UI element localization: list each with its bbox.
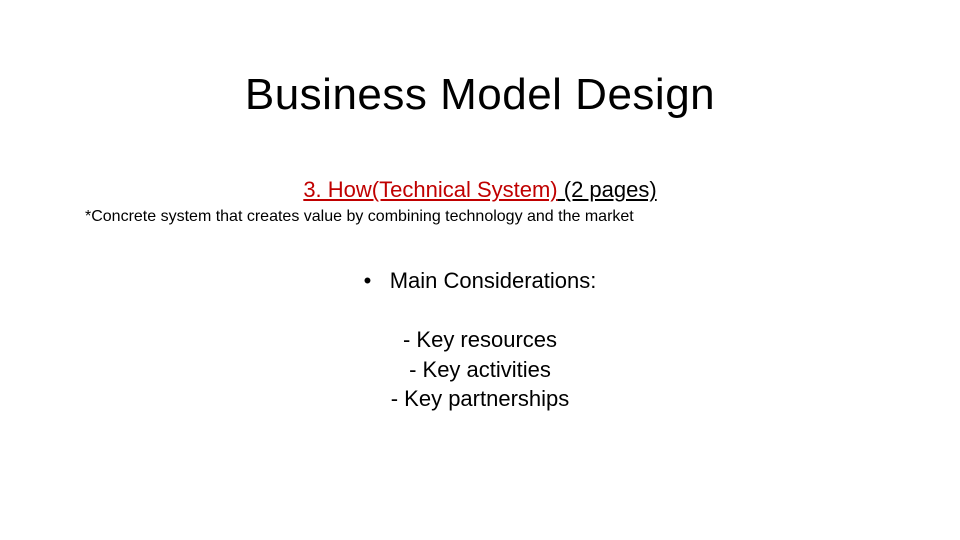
considerations-label: Main Considerations: [390,268,597,293]
section-heading: 3. How(Technical System) (2 pages) [0,177,960,203]
list-item: - Key partnerships [0,384,960,414]
considerations-line: • Main Considerations: [0,268,960,294]
considerations-sublist: - Key resources - Key activities - Key p… [0,325,960,414]
section-heading-rest: (2 pages) [558,177,657,202]
bullet-icon: • [364,268,372,293]
section-heading-red: 3. How(Technical System) [303,177,557,202]
list-item: - Key resources [0,325,960,355]
page-title: Business Model Design [0,70,960,120]
section-note: *Concrete system that creates value by c… [85,208,634,226]
slide: Business Model Design 3. How(Technical S… [0,0,960,540]
list-item: - Key activities [0,355,960,385]
